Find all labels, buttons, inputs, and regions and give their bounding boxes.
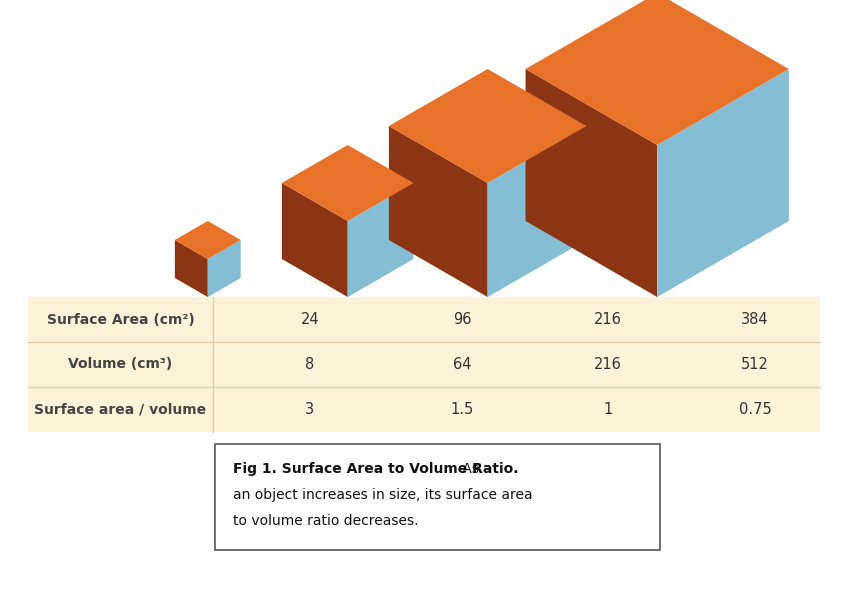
Text: 216: 216 (594, 357, 622, 372)
Text: Fig 1. Surface Area to Volume Ratio.: Fig 1. Surface Area to Volume Ratio. (233, 462, 518, 476)
Polygon shape (657, 69, 789, 297)
Text: 3: 3 (305, 402, 315, 417)
Text: 384: 384 (741, 312, 769, 327)
Polygon shape (526, 69, 657, 297)
Text: 8: 8 (305, 357, 315, 372)
Polygon shape (282, 145, 414, 221)
Text: Surface area / volume: Surface area / volume (35, 403, 207, 417)
FancyBboxPatch shape (215, 444, 660, 550)
Text: 96: 96 (453, 312, 471, 327)
Text: Surface Area (cm²): Surface Area (cm²) (47, 313, 194, 327)
Polygon shape (175, 221, 241, 259)
Text: 24: 24 (301, 312, 320, 327)
Text: 64: 64 (453, 357, 471, 372)
FancyBboxPatch shape (28, 297, 820, 432)
Text: 216: 216 (594, 312, 622, 327)
Text: 0.75: 0.75 (739, 402, 772, 417)
Polygon shape (526, 0, 789, 145)
Polygon shape (389, 69, 586, 183)
Text: 512: 512 (741, 357, 769, 372)
Polygon shape (348, 183, 414, 297)
Polygon shape (208, 240, 241, 297)
Text: As: As (458, 462, 479, 476)
Polygon shape (175, 240, 208, 297)
Polygon shape (389, 126, 488, 297)
Polygon shape (282, 183, 348, 297)
Text: 1.5: 1.5 (450, 402, 474, 417)
Text: Volume (cm³): Volume (cm³) (69, 358, 173, 372)
Polygon shape (488, 126, 586, 297)
Text: an object increases in size, its surface area: an object increases in size, its surface… (233, 488, 533, 502)
Text: to volume ratio decreases.: to volume ratio decreases. (233, 514, 419, 528)
Text: 1: 1 (604, 402, 612, 417)
